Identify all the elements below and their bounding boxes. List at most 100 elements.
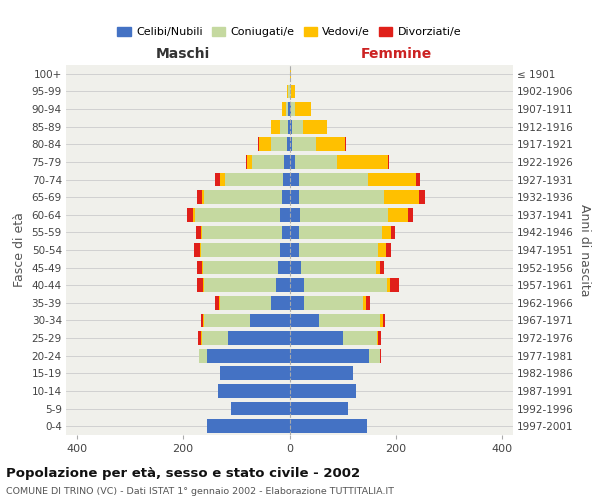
- Bar: [280, 120, 289, 134]
- Bar: [218, 384, 290, 398]
- Bar: [278, 260, 290, 274]
- Bar: [290, 260, 301, 274]
- Bar: [290, 296, 304, 310]
- Bar: [379, 331, 381, 345]
- Bar: [215, 172, 220, 186]
- Bar: [290, 155, 295, 169]
- Bar: [203, 314, 205, 328]
- Bar: [197, 278, 203, 292]
- Bar: [220, 172, 224, 186]
- Bar: [252, 155, 284, 169]
- Bar: [219, 296, 220, 310]
- Text: COMUNE DI TRINO (VC) - Dati ISTAT 1° gennaio 2002 - Elaborazione TUTTITALIA.IT: COMUNE DI TRINO (VC) - Dati ISTAT 1° gen…: [6, 488, 394, 496]
- Bar: [290, 84, 295, 98]
- Bar: [380, 314, 383, 328]
- Bar: [202, 226, 282, 239]
- Bar: [250, 314, 290, 328]
- Bar: [292, 120, 303, 134]
- Bar: [271, 138, 287, 151]
- Bar: [202, 190, 205, 204]
- Bar: [203, 260, 278, 274]
- Bar: [290, 208, 300, 222]
- Bar: [292, 138, 316, 151]
- Bar: [388, 155, 389, 169]
- Bar: [290, 138, 292, 151]
- Bar: [289, 120, 290, 134]
- Bar: [197, 190, 202, 204]
- Bar: [220, 366, 290, 380]
- Bar: [202, 260, 203, 274]
- Y-axis label: Anni di nascita: Anni di nascita: [578, 204, 590, 296]
- Bar: [295, 155, 337, 169]
- Bar: [419, 190, 425, 204]
- Bar: [196, 208, 280, 222]
- Bar: [290, 226, 299, 239]
- Bar: [187, 208, 193, 222]
- Bar: [215, 296, 219, 310]
- Bar: [289, 84, 290, 98]
- Bar: [258, 138, 259, 151]
- Bar: [290, 172, 299, 186]
- Bar: [283, 172, 290, 186]
- Bar: [290, 120, 292, 134]
- Bar: [376, 260, 380, 274]
- Bar: [295, 102, 311, 116]
- Bar: [299, 243, 378, 257]
- Bar: [290, 190, 299, 204]
- Bar: [202, 331, 229, 345]
- Bar: [259, 138, 271, 151]
- Bar: [290, 331, 343, 345]
- Bar: [382, 226, 391, 239]
- Bar: [200, 314, 203, 328]
- Legend: Celibi/Nubili, Coniugati/e, Vedovi/e, Divorziati/e: Celibi/Nubili, Coniugati/e, Vedovi/e, Di…: [113, 22, 466, 42]
- Bar: [287, 138, 290, 151]
- Text: Maschi: Maschi: [156, 48, 210, 62]
- Bar: [363, 296, 365, 310]
- Bar: [380, 349, 381, 362]
- Bar: [287, 84, 289, 98]
- Bar: [271, 296, 290, 310]
- Bar: [197, 260, 202, 274]
- Bar: [303, 120, 327, 134]
- Bar: [301, 260, 376, 274]
- Bar: [304, 278, 387, 292]
- Bar: [290, 243, 299, 257]
- Bar: [387, 278, 389, 292]
- Bar: [199, 349, 207, 362]
- Bar: [281, 102, 286, 116]
- Bar: [290, 349, 370, 362]
- Bar: [319, 314, 380, 328]
- Bar: [304, 296, 363, 310]
- Bar: [290, 366, 353, 380]
- Bar: [316, 138, 346, 151]
- Bar: [386, 243, 391, 257]
- Text: Femmine: Femmine: [361, 48, 431, 62]
- Bar: [205, 314, 250, 328]
- Bar: [207, 349, 290, 362]
- Bar: [271, 120, 280, 134]
- Bar: [247, 155, 252, 169]
- Bar: [365, 296, 370, 310]
- Bar: [300, 208, 388, 222]
- Bar: [231, 402, 290, 415]
- Bar: [193, 208, 196, 222]
- Bar: [201, 243, 280, 257]
- Bar: [246, 155, 247, 169]
- Bar: [281, 190, 290, 204]
- Bar: [194, 243, 200, 257]
- Bar: [299, 190, 384, 204]
- Bar: [299, 172, 368, 186]
- Bar: [290, 420, 367, 433]
- Bar: [207, 420, 290, 433]
- Text: Popolazione per età, sesso e stato civile - 2002: Popolazione per età, sesso e stato civil…: [6, 468, 360, 480]
- Bar: [380, 260, 384, 274]
- Bar: [408, 208, 413, 222]
- Bar: [200, 243, 201, 257]
- Bar: [289, 102, 290, 116]
- Bar: [378, 243, 386, 257]
- Bar: [343, 331, 377, 345]
- Bar: [383, 314, 385, 328]
- Bar: [284, 155, 290, 169]
- Bar: [388, 208, 408, 222]
- Bar: [290, 384, 356, 398]
